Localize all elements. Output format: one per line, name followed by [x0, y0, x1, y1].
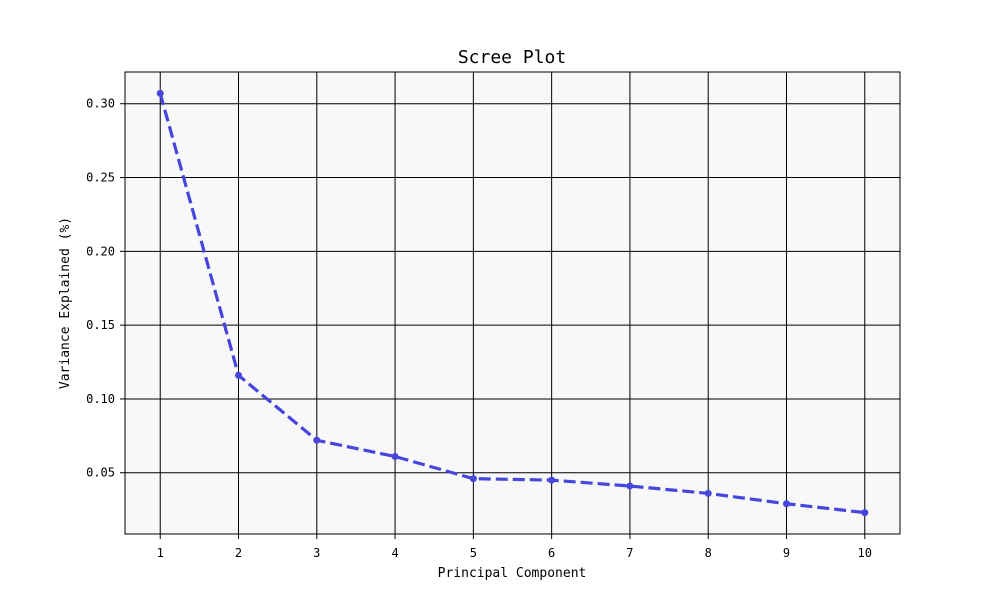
y-tick-label: 0.10: [86, 392, 115, 406]
series-layer: [156, 89, 869, 517]
x-tick-label: 3: [313, 546, 320, 560]
y-tick-label: 0.15: [86, 318, 115, 332]
plot-frame: [124, 71, 901, 535]
x-tick-label: 7: [626, 546, 633, 560]
x-tick-label: 8: [705, 546, 712, 560]
x-tick-label: 2: [235, 546, 242, 560]
chart-title: Scree Plot: [458, 47, 566, 68]
y-tick-label: 0.20: [86, 244, 115, 258]
data-point: [313, 436, 321, 444]
data-point: [626, 482, 634, 490]
y-axis-ticks: 0.05 0.10 0.15 0.20 0.25 0.30: [86, 97, 125, 480]
x-tick-label: 6: [548, 546, 555, 560]
x-tick-label: 1: [157, 546, 164, 560]
data-point: [391, 453, 399, 461]
y-tick-label: 0.30: [86, 97, 115, 111]
x-tick-label: 10: [858, 546, 872, 560]
data-point: [704, 489, 712, 497]
data-point: [861, 509, 869, 517]
x-axis-label: Principal Component: [438, 566, 587, 581]
series-line: [158, 92, 865, 515]
y-tick-label: 0.25: [86, 171, 115, 185]
x-tick-label: 5: [470, 546, 477, 560]
y-tick-label: 0.05: [86, 466, 115, 480]
data-point: [469, 475, 477, 483]
x-tick-label: 4: [391, 546, 398, 560]
data-point: [156, 89, 164, 97]
data-point: [782, 500, 790, 508]
data-point: [235, 371, 243, 379]
plot-area: [125, 72, 900, 534]
x-tick-label: 9: [783, 546, 790, 560]
grid-lines: [125, 72, 900, 534]
y-axis-label: Variance Explained (%): [58, 217, 73, 389]
x-axis-ticks: 1 2 3 4 5 6 7 8 9 10: [157, 534, 872, 560]
data-point: [548, 476, 556, 484]
